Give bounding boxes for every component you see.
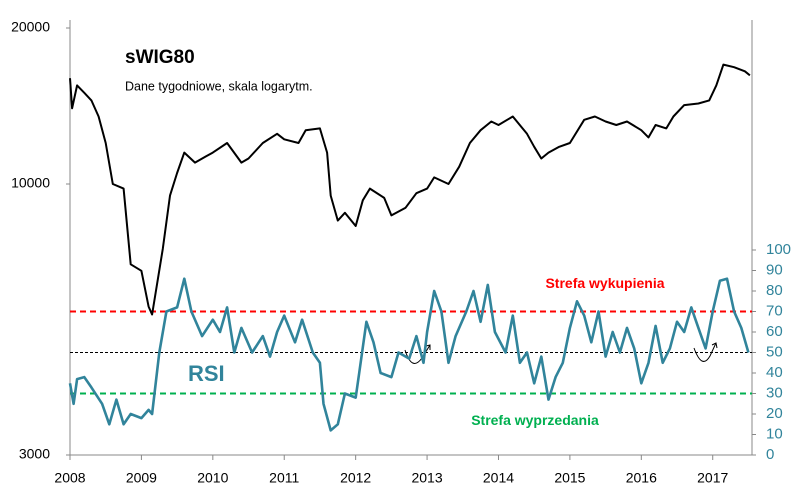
y-tick-label: 3000 bbox=[19, 446, 50, 462]
x-tick-label: 2012 bbox=[340, 470, 371, 486]
y2-tick-label: 90 bbox=[766, 261, 783, 278]
y2-tick-label: 70 bbox=[766, 302, 783, 319]
y2-tick-label: 60 bbox=[766, 323, 783, 340]
x-tick-label: 2010 bbox=[197, 470, 228, 486]
y-tick-label: 10000 bbox=[11, 175, 50, 191]
annotation: RSI bbox=[188, 361, 225, 386]
arrow-head bbox=[425, 344, 431, 350]
arrow-head bbox=[711, 342, 718, 349]
chart-title: sWIG80 bbox=[125, 47, 195, 68]
chart-subtitle: Dane tygodniowe, skala logarytm. bbox=[125, 79, 313, 93]
series-line bbox=[68, 277, 750, 432]
y2-tick-label: 10 bbox=[766, 425, 783, 442]
x-tick-label: 2011 bbox=[269, 470, 299, 486]
y2-tick-label: 20 bbox=[766, 405, 783, 422]
y-tick-label: 20000 bbox=[11, 19, 50, 35]
reference-label: Strefa wyprzedania bbox=[471, 412, 599, 428]
x-tick-label: 2017 bbox=[697, 470, 728, 486]
reference-label: Strefa wykupienia bbox=[545, 275, 664, 291]
y2-tick-label: 40 bbox=[766, 364, 783, 381]
y2-tick-label: 100 bbox=[766, 241, 791, 258]
y2-tick-label: 50 bbox=[766, 343, 783, 360]
x-tick-label: 2016 bbox=[626, 470, 657, 486]
y2-tick-label: 80 bbox=[766, 282, 783, 299]
series-line bbox=[69, 63, 751, 316]
x-tick-label: 2015 bbox=[554, 470, 585, 486]
x-tick-label: 2009 bbox=[126, 470, 157, 486]
x-tick-label: 2014 bbox=[483, 470, 514, 486]
y2-tick-label: 0 bbox=[766, 446, 774, 463]
x-tick-label: 2013 bbox=[411, 470, 442, 486]
x-tick-label: 2008 bbox=[54, 470, 85, 486]
y2-tick-label: 30 bbox=[766, 384, 783, 401]
